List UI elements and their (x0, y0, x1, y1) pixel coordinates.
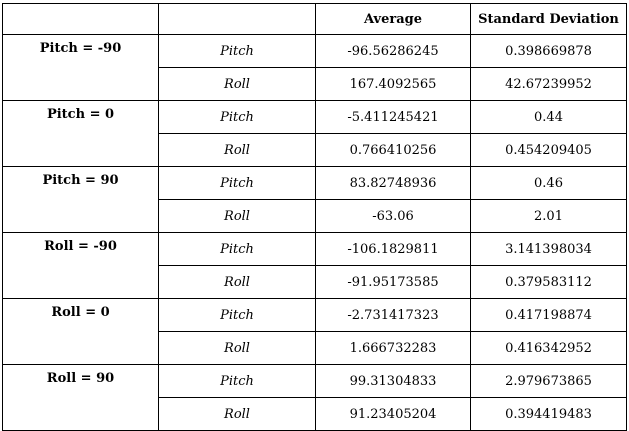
group-label-cell: Pitch = -90 (2, 34, 159, 101)
average-cell: -91.95173585 (315, 265, 471, 299)
average-cell: -63.06 (315, 199, 471, 233)
std-dev-cell: 0.394419483 (470, 397, 627, 431)
std-dev-cell: 0.454209405 (470, 133, 627, 167)
table-row: Roll = -90 Pitch -106.1829811 3.141398034 (2, 232, 627, 299)
axis-label-cell: Pitch (158, 166, 316, 200)
table-row: Roll 1.666732283 0.416342952 (3, 331, 627, 365)
std-dev-cell: 0.417198874 (470, 298, 627, 332)
std-dev-cell: 0.44 (470, 100, 627, 134)
average-cell: 167.4092565 (315, 67, 471, 101)
table-body: Average Standard Deviation Pitch = -90 Pi… (2, 3, 627, 431)
axis-label-cell: Roll (158, 331, 316, 365)
table-row: Roll -91.95173585 0.379583112 (3, 265, 627, 299)
axis-label-cell: Roll (158, 199, 316, 233)
axis-label-cell: Pitch (158, 232, 316, 266)
table-row: Pitch = -90 Pitch -96.56286245 0.398669878 (2, 34, 627, 101)
group-label-cell: Roll = 90 (2, 364, 159, 431)
table-row: Roll -63.06 2.01 (3, 199, 627, 233)
axis-label-cell: Pitch (158, 364, 316, 398)
table-row: Roll = 90 Pitch 99.31304833 2.979673865 (2, 364, 627, 431)
average-cell: 83.82748936 (315, 166, 471, 200)
data-table: Average Standard Deviation Pitch = -90 Pi… (2, 3, 627, 431)
axis-label-cell: Roll (158, 133, 316, 167)
group-label-cell: Roll = -90 (2, 232, 159, 299)
header-row: Average Standard Deviation (2, 3, 627, 35)
group-label-cell: Pitch = 0 (2, 100, 159, 167)
average-cell: -5.411245421 (315, 100, 471, 134)
std-dev-cell: 0.398669878 (470, 34, 627, 68)
axis-label-cell: Pitch (158, 100, 316, 134)
table-row: Roll 0.766410256 0.454209405 (3, 133, 627, 167)
axis-label-cell: Roll (158, 265, 316, 299)
table-row: Pitch = 90 Pitch 83.82748936 0.46 (2, 166, 627, 233)
std-dev-cell: 42.67239952 (470, 67, 627, 101)
table-row: Pitch = 0 Pitch -5.411245421 0.44 (2, 100, 627, 167)
average-cell: 0.766410256 (315, 133, 471, 167)
std-dev-cell: 3.141398034 (470, 232, 627, 266)
axis-label-cell: Roll (158, 397, 316, 431)
header-cell-axis (158, 3, 316, 35)
average-cell: -2.731417323 (315, 298, 471, 332)
axis-label-cell: Pitch (158, 298, 316, 332)
table-row: Roll 167.4092565 42.67239952 (3, 67, 627, 101)
std-dev-cell: 2.01 (470, 199, 627, 233)
std-dev-cell: 0.379583112 (470, 265, 627, 299)
average-cell: 91.23405204 (315, 397, 471, 431)
group-label-cell: Roll = 0 (2, 298, 159, 365)
average-cell: -96.56286245 (315, 34, 471, 68)
average-cell: 99.31304833 (315, 364, 471, 398)
average-cell: 1.666732283 (315, 331, 471, 365)
table-row: Roll = 0 Pitch -2.731417323 0.417198874 (2, 298, 627, 365)
header-cell-group (2, 3, 159, 35)
axis-label-cell: Roll (158, 67, 316, 101)
header-cell-average: Average (315, 3, 471, 35)
header-cell-std: Standard Deviation (470, 3, 627, 35)
group-label-cell: Pitch = 90 (2, 166, 159, 233)
std-dev-cell: 2.979673865 (470, 364, 627, 398)
average-cell: -106.1829811 (315, 232, 471, 266)
axis-label-cell: Pitch (158, 34, 316, 68)
std-dev-cell: 0.416342952 (470, 331, 627, 365)
table-row: Roll 91.23405204 0.394419483 (3, 397, 627, 431)
std-dev-cell: 0.46 (470, 166, 627, 200)
